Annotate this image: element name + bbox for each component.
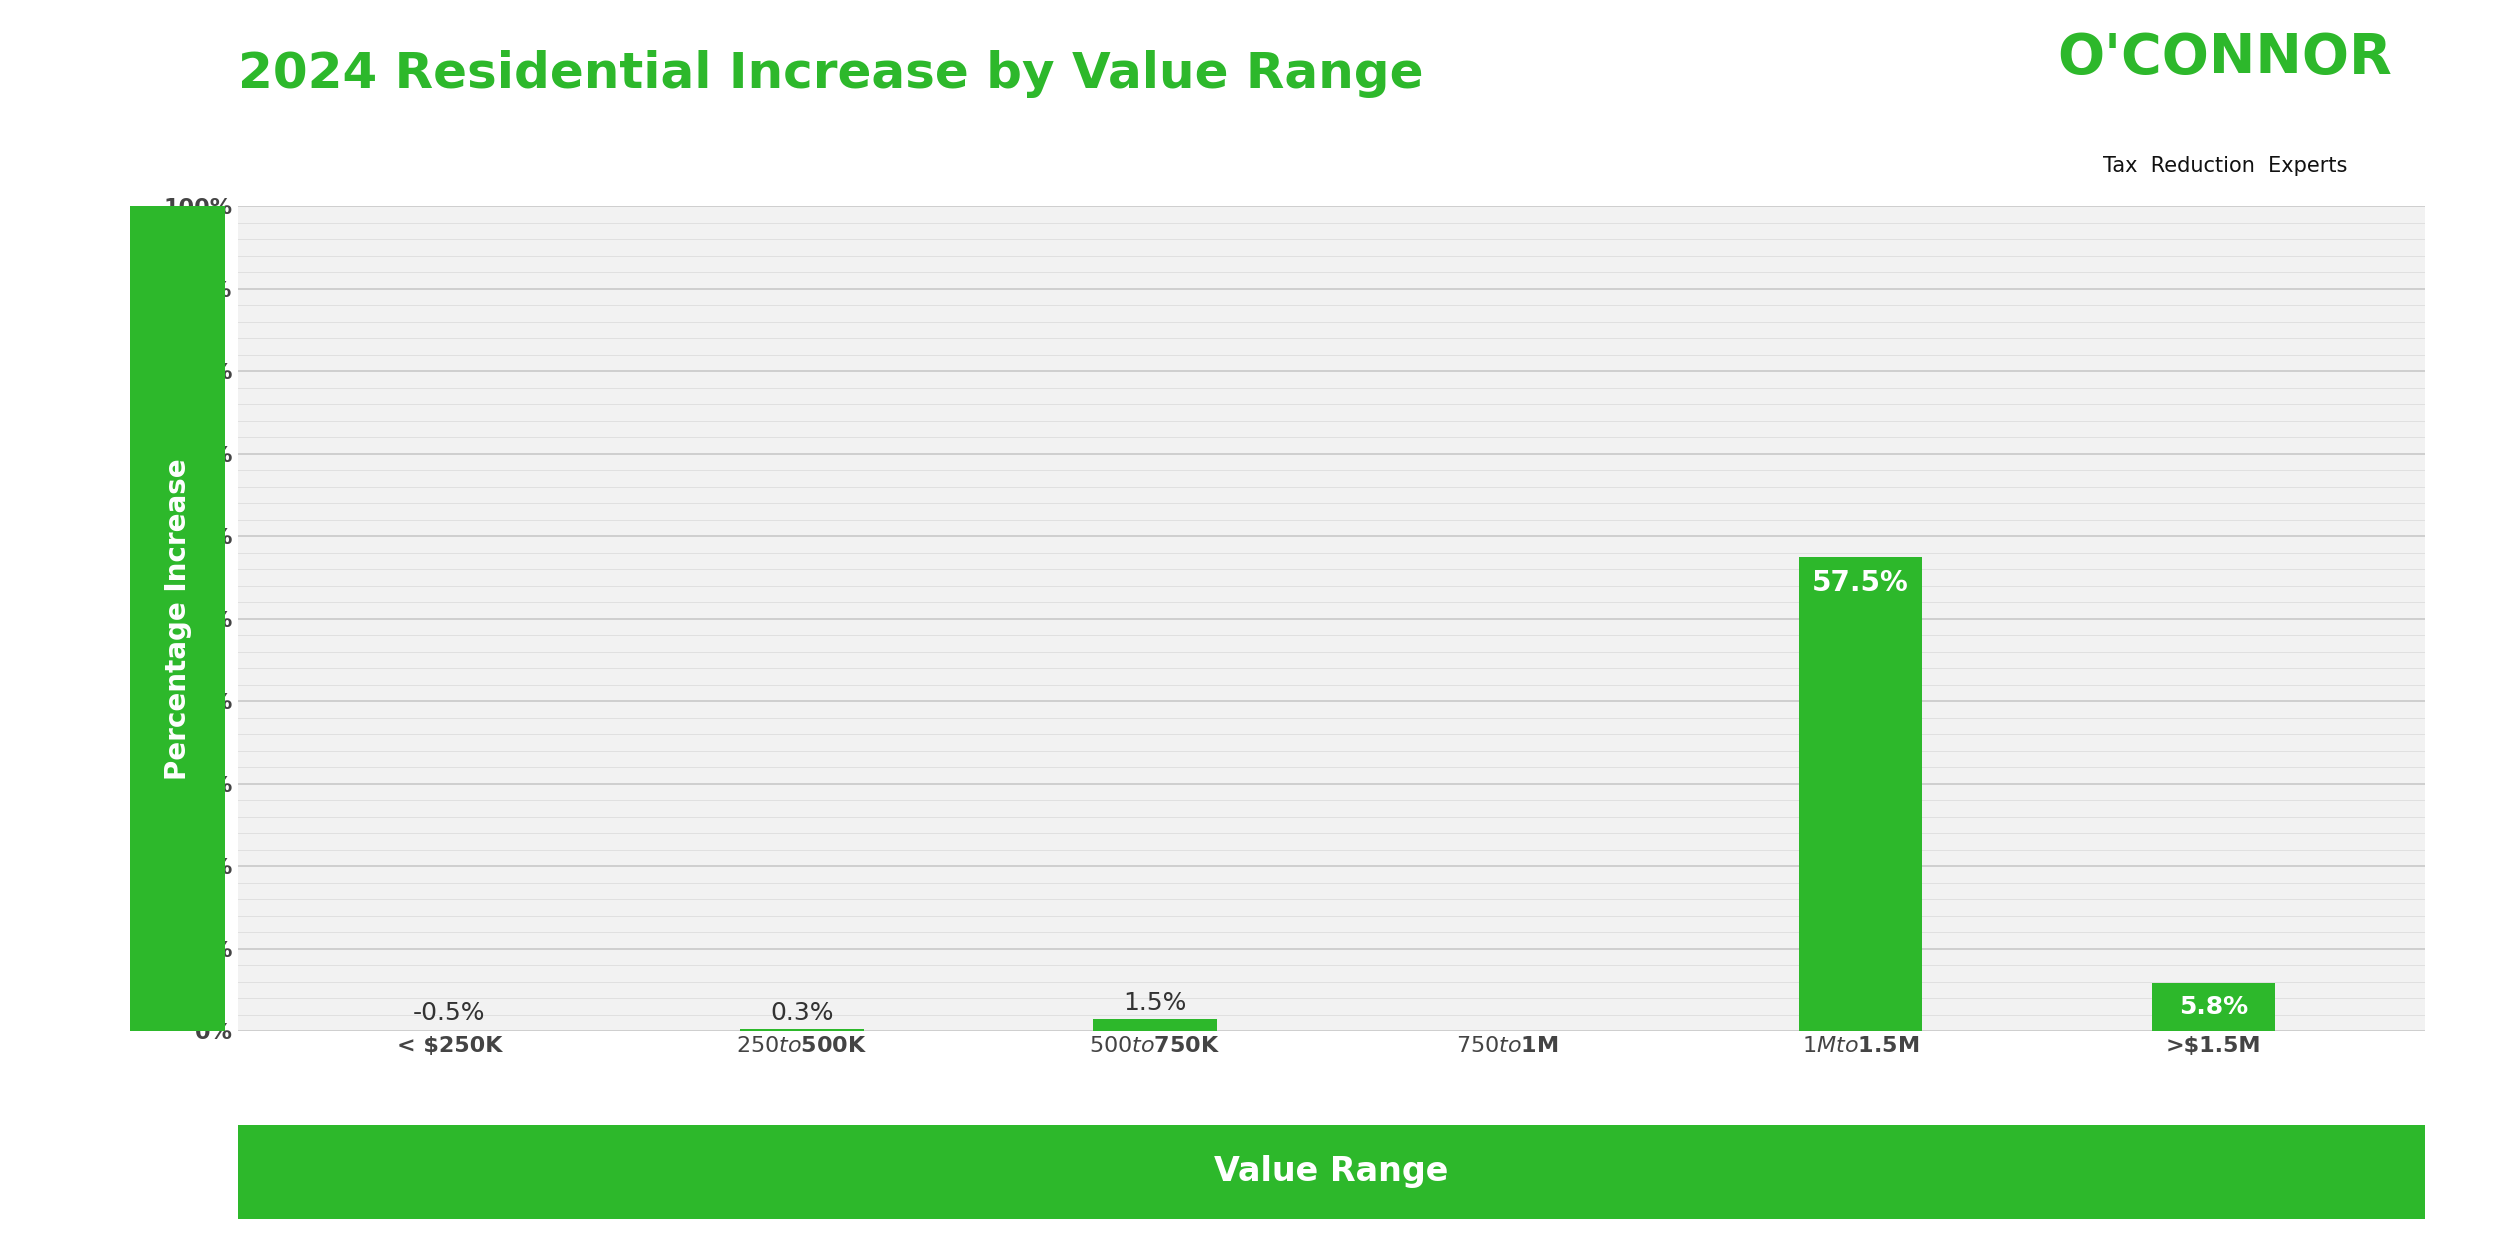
Bar — [1798, 558, 1922, 1031]
Text: Value Range: Value Range — [1215, 1155, 1448, 1189]
Text: 2024 Residential Increase by Value Range: 2024 Residential Increase by Value Range — [238, 50, 1422, 98]
Bar — [1092, 1019, 1218, 1031]
Text: -0.5%: -0.5% — [412, 1001, 485, 1025]
Text: Tax  Reduction  Experts: Tax Reduction Experts — [2102, 156, 2348, 176]
Text: 0.3%: 0.3% — [770, 1001, 835, 1025]
Text: O'CONNOR: O'CONNOR — [2058, 31, 2392, 85]
Bar — [2152, 984, 2275, 1031]
Text: 1.5%: 1.5% — [1122, 991, 1188, 1015]
Text: 57.5%: 57.5% — [1812, 569, 1910, 598]
Bar — [740, 1029, 865, 1031]
Text: 5.8%: 5.8% — [2178, 995, 2248, 1019]
Text: Percentage Increase: Percentage Increase — [162, 458, 192, 780]
